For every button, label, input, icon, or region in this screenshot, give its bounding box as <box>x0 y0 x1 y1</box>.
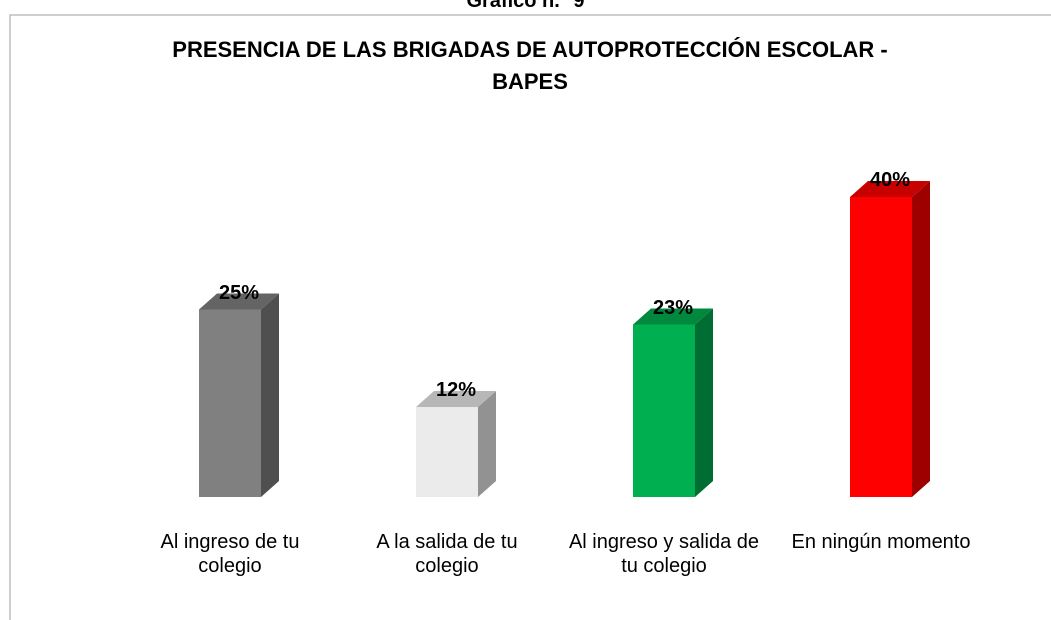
x-tick-label: A la salida de tu colegio <box>376 531 518 577</box>
bar-top <box>199 293 279 310</box>
data-label: 25% <box>218 281 260 304</box>
x-tick-label: En ningún momento <box>791 531 971 553</box>
bar-top <box>633 308 713 325</box>
bar-side <box>478 391 496 497</box>
bar-side <box>261 293 279 497</box>
x-tick-label: Al ingreso de tu colegio <box>160 531 300 577</box>
chart-frame <box>9 14 1051 620</box>
data-label: 12% <box>435 379 477 401</box>
bar <box>416 407 478 497</box>
data-label: 40% <box>869 169 911 191</box>
bar <box>199 309 261 497</box>
bar-side <box>695 308 713 497</box>
bar-side <box>912 181 930 497</box>
bar-top <box>416 391 496 407</box>
bar-top <box>850 181 930 197</box>
chart-caption: Gráfico n.° 9 <box>466 0 585 12</box>
x-tick-label: Al ingreso y salida de tu colegio <box>568 531 760 577</box>
bar <box>633 324 695 497</box>
chart-title: PRESENCIA DE LAS BRIGADAS DE AUTOPROTECC… <box>172 37 888 94</box>
bar <box>850 197 912 497</box>
data-label: 23% <box>652 296 694 319</box>
